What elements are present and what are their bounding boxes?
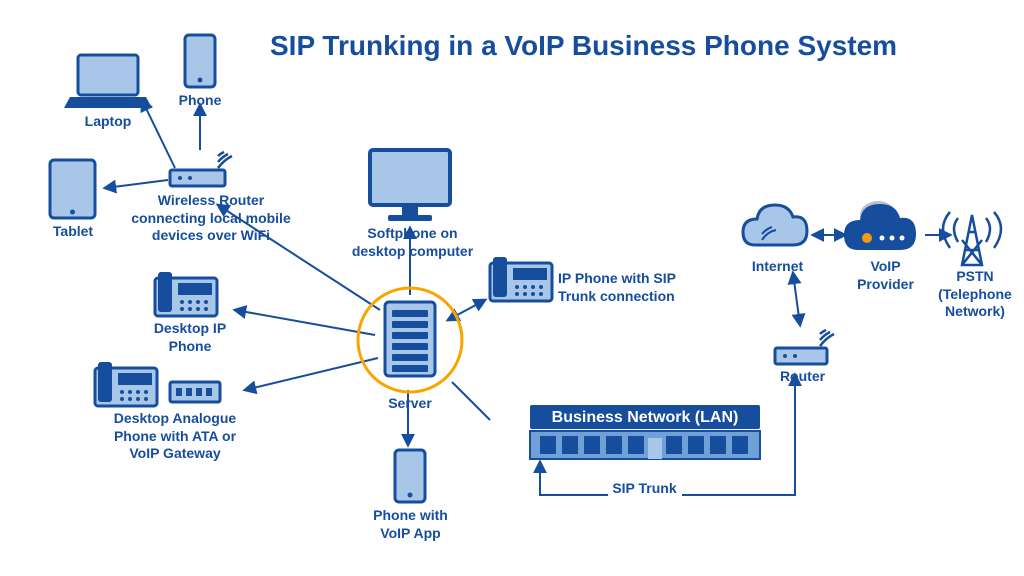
server-label: Server <box>385 395 435 413</box>
internet-label: Internet <box>745 258 810 276</box>
voip-provider-icon <box>844 201 916 250</box>
analogue-phone-icon <box>95 362 220 406</box>
analogue-label: Desktop Analogue Phone with ATA or VoIP … <box>105 410 245 463</box>
phone-label: Phone <box>175 92 225 110</box>
wifi-router-icon <box>170 152 232 186</box>
internet-icon <box>743 205 807 245</box>
laptop-label: Laptop <box>78 113 138 131</box>
softphone-label: Softphone on desktop computer <box>345 225 480 260</box>
router-label: Router <box>775 368 830 386</box>
server-icon <box>358 288 462 392</box>
pstn-label: PSTN (Telephone Network) <box>930 268 1020 321</box>
voip-app-label: Phone with VoIP App <box>368 507 453 542</box>
wifi-router-label: Wireless Router connecting local mobile … <box>130 192 292 245</box>
desktop-ip-label: Desktop IP Phone <box>150 320 230 355</box>
tablet-label: Tablet <box>47 223 99 241</box>
diagram-title: SIP Trunking in a VoIP Business Phone Sy… <box>270 30 897 62</box>
phone-icon <box>185 35 215 87</box>
router-icon <box>775 330 834 364</box>
voip-app-phone-icon <box>395 450 425 502</box>
voip-provider-label: VoIP Provider <box>848 258 923 293</box>
ip-phone-sip-icon <box>490 257 552 301</box>
tablet-icon <box>50 160 95 218</box>
sip-trunk-label: SIP Trunk <box>612 480 677 498</box>
ip-phone-sip-label: IP Phone with SIP Trunk connection <box>558 270 688 305</box>
softphone-icon <box>370 150 450 221</box>
laptop-icon <box>64 55 152 108</box>
pstn-icon <box>943 212 1001 265</box>
desktop-ip-phone-icon <box>155 272 217 316</box>
lan-label: Business Network (LAN) <box>530 408 760 428</box>
